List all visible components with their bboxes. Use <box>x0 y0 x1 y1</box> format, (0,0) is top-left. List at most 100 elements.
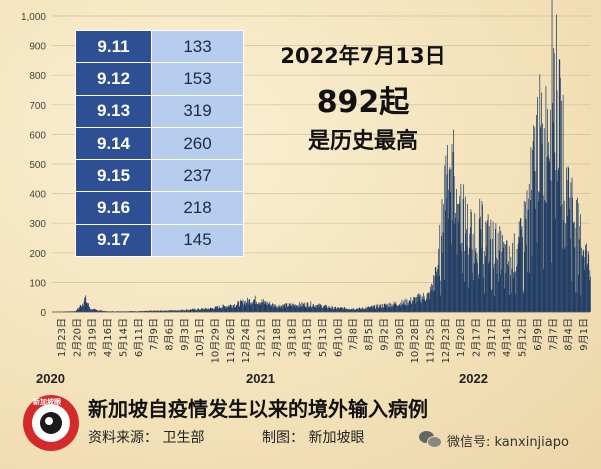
data-bar <box>183 310 185 312</box>
data-bar <box>307 302 308 312</box>
data-bar <box>89 308 91 312</box>
data-bar <box>250 303 252 312</box>
data-bar <box>140 311 142 312</box>
data-bar <box>247 297 248 312</box>
data-bar <box>452 220 453 312</box>
wechat-id: 微信号: kanxinjiapo <box>447 435 569 450</box>
data-bar <box>86 302 88 312</box>
data-bar <box>447 218 449 312</box>
data-bar <box>220 308 222 312</box>
data-bar <box>493 263 495 312</box>
y-tick-label: 0 <box>40 308 46 319</box>
data-bar <box>215 306 217 312</box>
data-bar <box>339 307 341 312</box>
data-bar <box>538 192 540 312</box>
data-bar <box>578 239 580 312</box>
data-bar <box>194 309 196 312</box>
data-bar <box>134 310 136 312</box>
data-bar <box>244 305 246 312</box>
data-bar <box>404 304 406 312</box>
data-bar <box>274 307 276 312</box>
data-bar <box>443 204 445 312</box>
data-bar <box>144 310 146 312</box>
data-bar <box>294 304 296 312</box>
data-bar <box>208 308 209 312</box>
data-bar <box>180 309 182 312</box>
data-bar <box>389 303 391 312</box>
data-bar <box>299 304 301 312</box>
data-bar <box>436 271 437 312</box>
data-bar <box>100 310 102 312</box>
data-bar <box>166 311 168 312</box>
data-bar <box>172 310 174 312</box>
data-bar <box>532 149 533 312</box>
data-bar <box>536 114 537 312</box>
data-bar <box>453 176 455 312</box>
data-bar <box>100 310 102 312</box>
data-bar <box>499 274 501 312</box>
data-bar <box>573 223 575 312</box>
data-bar <box>391 306 392 312</box>
data-bar <box>177 310 178 312</box>
data-bar <box>334 307 336 312</box>
data-bar <box>78 308 79 312</box>
data-bar <box>497 232 499 312</box>
data-bar <box>305 306 307 312</box>
y-tick-label: 700 <box>29 101 46 112</box>
data-bar <box>456 254 458 312</box>
data-bar <box>461 250 462 312</box>
data-bar <box>268 304 270 312</box>
data-bar <box>148 310 149 312</box>
data-bar <box>98 310 100 312</box>
data-bar <box>373 306 374 312</box>
data-bar <box>537 96 538 312</box>
data-bar <box>392 306 393 312</box>
data-bar <box>418 293 420 312</box>
data-bar <box>312 306 313 312</box>
data-bar <box>489 239 491 312</box>
data-bar <box>558 167 560 312</box>
data-bar <box>298 306 299 312</box>
data-bar <box>356 309 358 312</box>
data-bar <box>250 302 252 312</box>
data-bar <box>154 310 156 312</box>
data-bar <box>244 301 246 312</box>
data-bar <box>270 305 272 312</box>
data-bar <box>370 306 372 312</box>
data-bar <box>182 309 183 312</box>
data-bar <box>199 309 201 312</box>
data-bar <box>571 281 572 312</box>
data-bar <box>192 308 193 312</box>
data-bar <box>234 303 236 312</box>
data-bar <box>169 310 171 312</box>
data-bar <box>160 310 162 312</box>
data-bar <box>458 204 460 312</box>
data-bar <box>555 169 557 312</box>
data-bar <box>379 305 381 312</box>
data-bar <box>103 311 105 312</box>
data-bar <box>102 311 104 312</box>
data-bar <box>546 202 547 312</box>
data-bar <box>310 301 312 312</box>
data-bar <box>465 233 467 312</box>
x-tick-label: 12月24日 <box>240 318 252 363</box>
data-bar <box>184 310 186 312</box>
data-bar <box>207 308 209 312</box>
data-bar <box>264 301 266 312</box>
y-tick-label: 1,000 <box>21 12 46 23</box>
data-bar <box>291 303 293 312</box>
data-bar <box>85 302 87 312</box>
data-bar <box>323 306 324 312</box>
data-bar <box>216 307 218 312</box>
y-tick-label: 400 <box>29 190 46 201</box>
data-bar <box>167 310 168 312</box>
data-bar <box>277 306 278 312</box>
data-bar <box>173 310 175 312</box>
data-bar <box>204 308 206 312</box>
data-bar <box>579 226 581 312</box>
data-bar <box>174 309 176 312</box>
table-date-cell: 9.13 <box>75 94 152 128</box>
data-bar <box>459 243 461 312</box>
data-bar <box>159 310 161 312</box>
x-tick-label: 9月1日 <box>578 318 590 351</box>
